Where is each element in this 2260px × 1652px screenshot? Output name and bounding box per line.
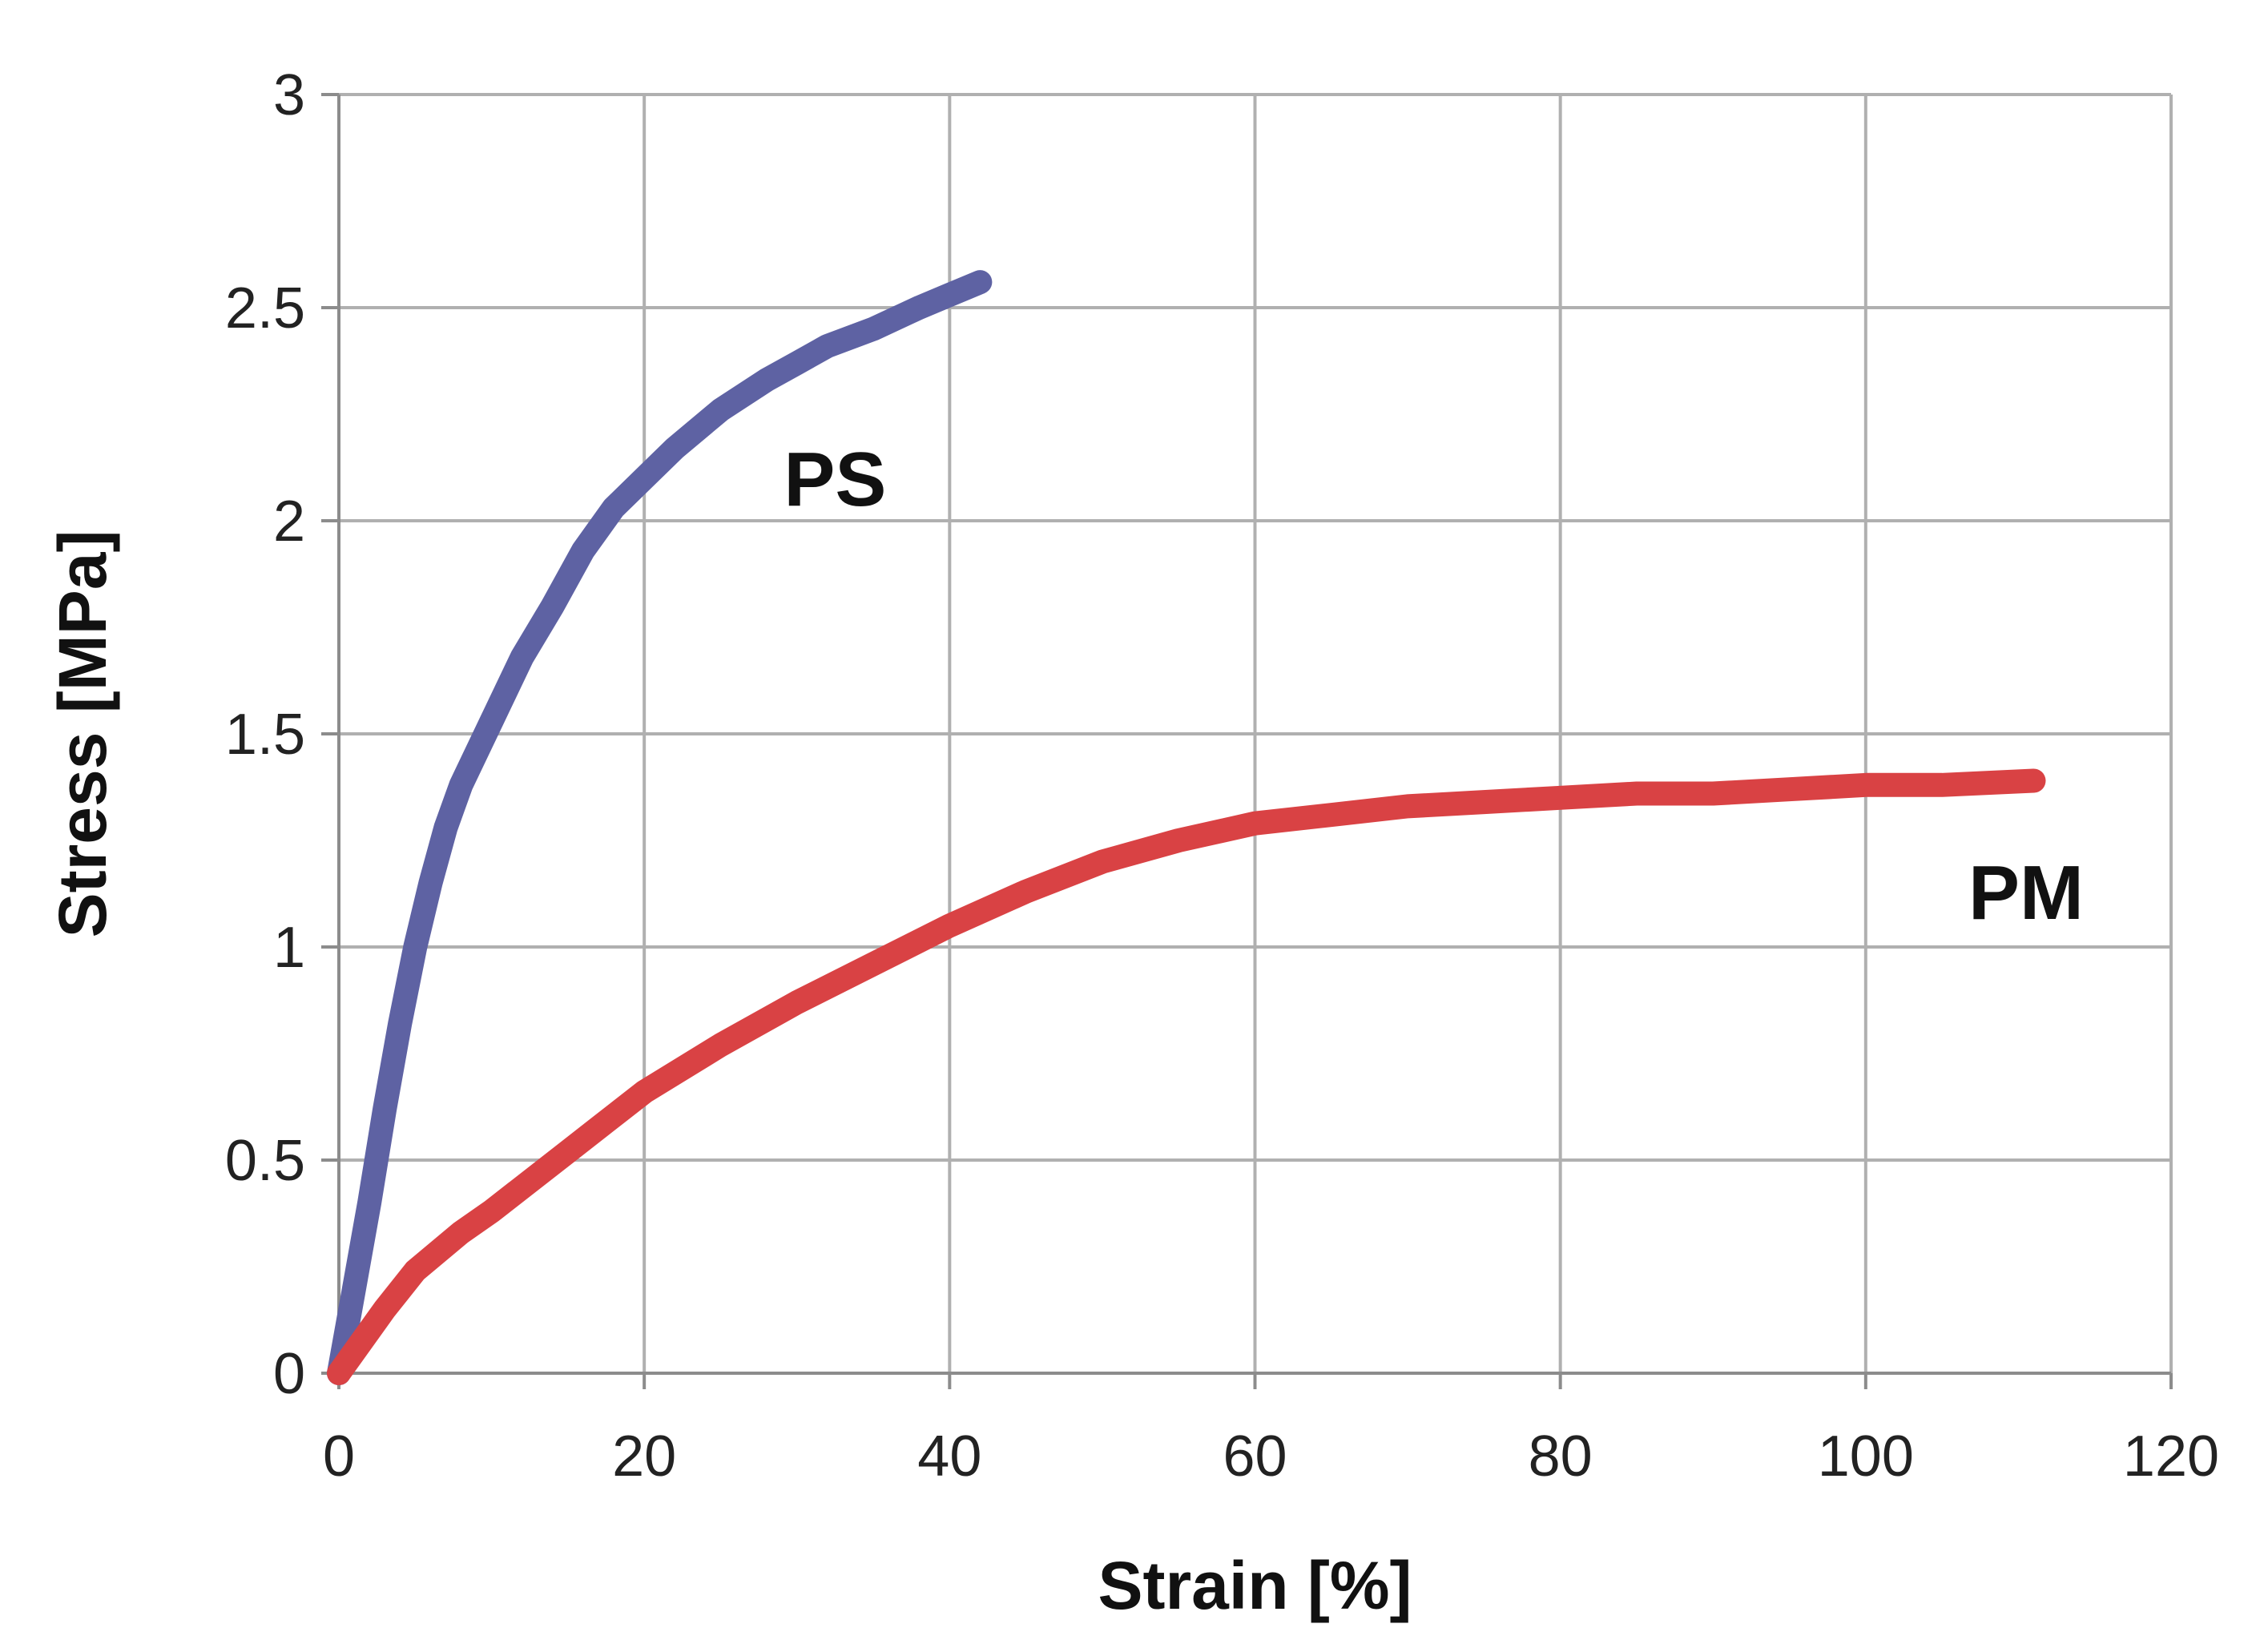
annotations: PS PM bbox=[784, 437, 2084, 936]
axes bbox=[321, 93, 2173, 1389]
tick-labels: 0 20 40 60 80 100 120 0 0.5 1 1.5 2 2.5 3 bbox=[225, 63, 2219, 1489]
series-layer bbox=[327, 270, 2046, 1385]
y-tick-label: 0 bbox=[273, 1342, 305, 1406]
y-tick-label: 2 bbox=[273, 490, 305, 554]
x-axis-title: Strain [%] bbox=[1098, 1548, 1412, 1623]
y-tick-label: 3 bbox=[273, 63, 305, 127]
x-tick-label: 120 bbox=[2123, 1424, 2219, 1489]
x-tick-label: 40 bbox=[917, 1424, 981, 1489]
gridlines bbox=[339, 93, 2173, 1373]
series-label-pm: PM bbox=[1968, 850, 2084, 936]
x-tick-label: 80 bbox=[1529, 1424, 1593, 1489]
y-tick-label: 1 bbox=[273, 916, 305, 980]
series-label-ps: PS bbox=[784, 437, 886, 522]
y-tick-label: 1.5 bbox=[225, 703, 305, 767]
x-tick-label: 0 bbox=[323, 1424, 355, 1489]
y-axis-title: Stress [MPa] bbox=[45, 530, 120, 938]
y-tick-label: 2.5 bbox=[225, 276, 305, 340]
series-line-pm bbox=[327, 768, 2046, 1385]
series-line-ps bbox=[327, 270, 993, 1385]
y-tick-label: 0.5 bbox=[225, 1129, 305, 1193]
x-tick-label: 100 bbox=[1818, 1424, 1914, 1489]
x-tick-label: 60 bbox=[1223, 1424, 1287, 1489]
x-tick-label: 20 bbox=[612, 1424, 676, 1489]
